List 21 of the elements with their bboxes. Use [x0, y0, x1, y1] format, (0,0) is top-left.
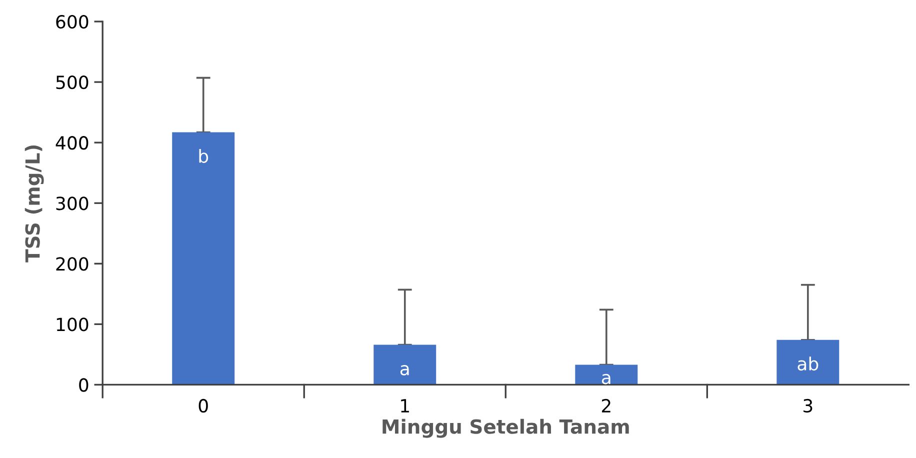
y-tick-label: 100 — [56, 318, 88, 332]
annotation: ab — [798, 356, 818, 371]
y-tick-label: 400 — [56, 136, 88, 150]
y-tick-label: 200 — [56, 257, 88, 271]
bar — [776, 340, 840, 385]
y-axis-title: TSS (mg/L) — [24, 145, 44, 262]
y-tick-label: 600 — [56, 14, 88, 29]
x-tick-label: 2 — [602, 398, 610, 412]
bar — [172, 132, 235, 385]
annotation: a — [400, 365, 409, 376]
x-axis-title: Minggu Setelah Tanam — [382, 418, 629, 438]
y-tick-label: 300 — [56, 196, 88, 210]
x-tick-label: 0 — [198, 398, 208, 413]
x-tick-label: 1 — [401, 399, 409, 412]
x-tick-label: 3 — [804, 398, 812, 413]
annotation: b — [199, 148, 208, 163]
bar — [575, 364, 638, 385]
annotation: a — [602, 374, 610, 384]
y-tick-label: 0 — [79, 378, 88, 392]
y-tick-label: 500 — [56, 76, 88, 90]
bar — [374, 344, 436, 385]
